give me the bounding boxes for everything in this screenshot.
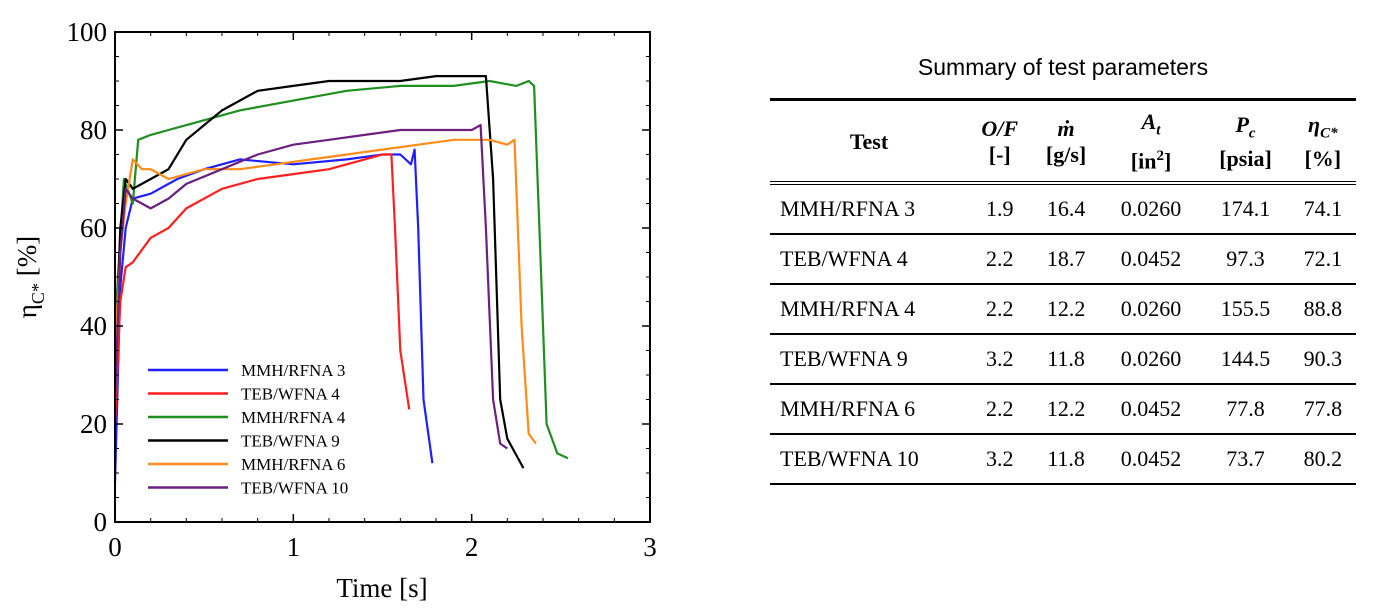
series-line-0 (113, 148, 434, 483)
cell-at: 0.0260 (1100, 333, 1202, 385)
cell-eta: 72.1 (1289, 233, 1356, 285)
cell-of: 2.2 (968, 383, 1032, 435)
col-header-of: O/F [-] (981, 115, 1019, 167)
col-header-mdot: ṁ [g/s] (1045, 115, 1087, 167)
cell-of: 2.2 (968, 233, 1032, 285)
col-header-test: Test (849, 128, 889, 154)
cell-mdot: 12.2 (1031, 383, 1101, 435)
cell-test: TEB/WFNA 4 (770, 233, 968, 285)
cell-test: TEB/WFNA 9 (770, 333, 968, 385)
series-line-2 (113, 79, 569, 460)
cell-pc: 144.5 (1201, 333, 1290, 385)
cell-eta: 90.3 (1289, 333, 1356, 385)
plot-frame (114, 31, 651, 523)
cell-eta: 77.8 (1289, 383, 1356, 435)
series-line-5 (113, 123, 508, 450)
cell-test: TEB/WFNA 10 (770, 433, 968, 485)
y-tick-label: 0 (94, 507, 108, 537)
legend-label: TEB/WFNA 4 (241, 385, 340, 404)
cell-at: 0.0452 (1100, 433, 1202, 485)
table-title: Summary of test parameters (917, 54, 1209, 80)
chart-legend: MMH/RFNA 3 TEB/WFNA 4 MMH/RFNA 4 TEB/WFNA 9… (148, 361, 348, 498)
cell-mdot: 16.4 (1031, 182, 1101, 235)
table-row: MMH/RFNA 6 2.2 12.2 0.0452 77.8 77.8 (770, 383, 1356, 435)
x-tick-label: 1 (287, 532, 301, 562)
cell-pc: 73.7 (1201, 433, 1290, 485)
cell-of: 3.2 (968, 433, 1032, 485)
legend-label: TEB/WFNA 10 (241, 479, 348, 498)
col-header-pc: Pc [psia] (1219, 111, 1272, 172)
table-row: TEB/WFNA 10 3.2 11.8 0.0452 73.7 80.2 (770, 433, 1356, 485)
cell-mdot: 18.7 (1031, 233, 1101, 285)
cell-of: 2.2 (968, 283, 1032, 335)
legend-label: MMH/RFNA 3 (241, 361, 345, 380)
series-line-1 (113, 153, 411, 425)
table-row: TEB/WFNA 9 3.2 11.8 0.0260 144.5 90.3 (770, 333, 1356, 385)
cell-mdot: 11.8 (1031, 433, 1101, 485)
x-tick-label: 0 (108, 532, 122, 562)
cell-test: MMH/RFNA 3 (770, 182, 968, 235)
cell-at: 0.0452 (1100, 383, 1202, 435)
cell-eta: 80.2 (1289, 433, 1356, 485)
cell-test: MMH/RFNA 4 (770, 283, 968, 335)
summary-table: Test O/F [-] ṁ [g/s] At [in2] Pc [psia] ηC*[… (770, 98, 1356, 485)
x-axis-label: Time [s] (336, 573, 427, 603)
cell-eta: 88.8 (1289, 283, 1356, 335)
table-row: TEB/WFNA 4 2.2 18.7 0.0452 97.3 72.1 (770, 233, 1356, 285)
cell-at: 0.0260 (1100, 283, 1202, 335)
table-header-row: Test O/F [-] ṁ [g/s] At [in2] Pc [psia] ηC*[… (770, 99, 1356, 183)
x-tick-label: 3 (643, 532, 657, 562)
cell-mdot: 12.2 (1031, 283, 1101, 335)
y-tick-label: 40 (80, 311, 107, 341)
cell-pc: 155.5 (1201, 283, 1290, 335)
y-tick-label: 100 (67, 17, 108, 47)
y-tick-label: 80 (80, 115, 107, 145)
cell-test: MMH/RFNA 6 (770, 383, 968, 435)
legend-label: MMH/RFNA 4 (241, 408, 346, 427)
cell-of: 1.9 (968, 182, 1032, 235)
col-header-at: At [in2] (1130, 109, 1172, 174)
cell-pc: 77.8 (1201, 383, 1290, 435)
series-line-3 (113, 74, 525, 469)
legend-label: MMH/RFNA 6 (241, 455, 345, 474)
y-tick-label: 60 (80, 213, 107, 243)
cell-eta: 74.1 (1289, 182, 1356, 235)
legend-label: TEB/WFNA 9 (241, 432, 340, 451)
cell-at: 0.0260 (1100, 182, 1202, 235)
x-tick-label: 2 (465, 532, 479, 562)
efficiency-chart: 0 1 2 3 0 20 40 60 80 100 Time [s] ηC* [%] MMH/RF… (12, 17, 657, 603)
cell-at: 0.0452 (1100, 233, 1202, 285)
cell-pc: 174.1 (1201, 182, 1290, 235)
cell-of: 3.2 (968, 333, 1032, 385)
series-layer (113, 74, 569, 483)
cell-mdot: 11.8 (1031, 333, 1101, 385)
table-row: MMH/RFNA 3 1.9 16.4 0.0260 174.1 74.1 (770, 182, 1356, 235)
cell-pc: 97.3 (1201, 233, 1290, 285)
y-tick-label: 20 (80, 409, 107, 439)
ticks-layer: 0 1 2 3 0 20 40 60 80 100 (67, 17, 657, 562)
y-axis-label: ηC* [%] (12, 236, 48, 318)
table-row: MMH/RFNA 4 2.2 12.2 0.0260 155.5 88.8 (770, 283, 1356, 335)
col-header-eta: ηC* [%] (1304, 111, 1342, 172)
series-line-4 (113, 138, 537, 445)
